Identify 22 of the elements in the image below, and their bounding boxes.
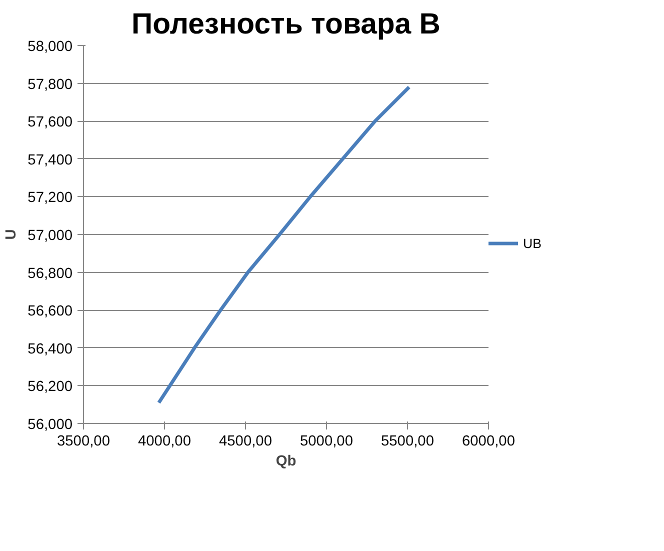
x-axis-title: Qb [276,454,296,470]
y-tick-label: 57,400 [28,152,72,168]
y-tick-label: 58,000 [28,39,72,55]
x-tick-label: 5500,00 [381,434,434,450]
y-tick-label: 57,000 [28,228,72,244]
legend-label: UB [523,236,543,250]
x-tick-label: 6000,00 [462,434,515,450]
y-tick-label: 57,200 [28,190,72,206]
y-tick-label: 56,800 [28,266,72,282]
line-series [157,85,411,404]
x-tick-label: 4000,00 [138,434,191,450]
x-tick-label: 4500,00 [219,434,272,450]
x-tick-label: 3500,00 [57,434,110,450]
y-tick-label: 57,600 [28,114,72,131]
chart-title: Полезность товара B [132,8,440,40]
x-tick-label: 5000,00 [300,434,353,450]
y-tick-label: 56,000 [28,417,72,433]
y-axis-title: U [4,229,20,240]
y-tick-label: 56,200 [28,379,72,396]
y-tick-label: 56,600 [28,304,72,320]
y-tick-label: 56,400 [28,341,72,358]
y-tick-label: 57,800 [28,76,72,93]
